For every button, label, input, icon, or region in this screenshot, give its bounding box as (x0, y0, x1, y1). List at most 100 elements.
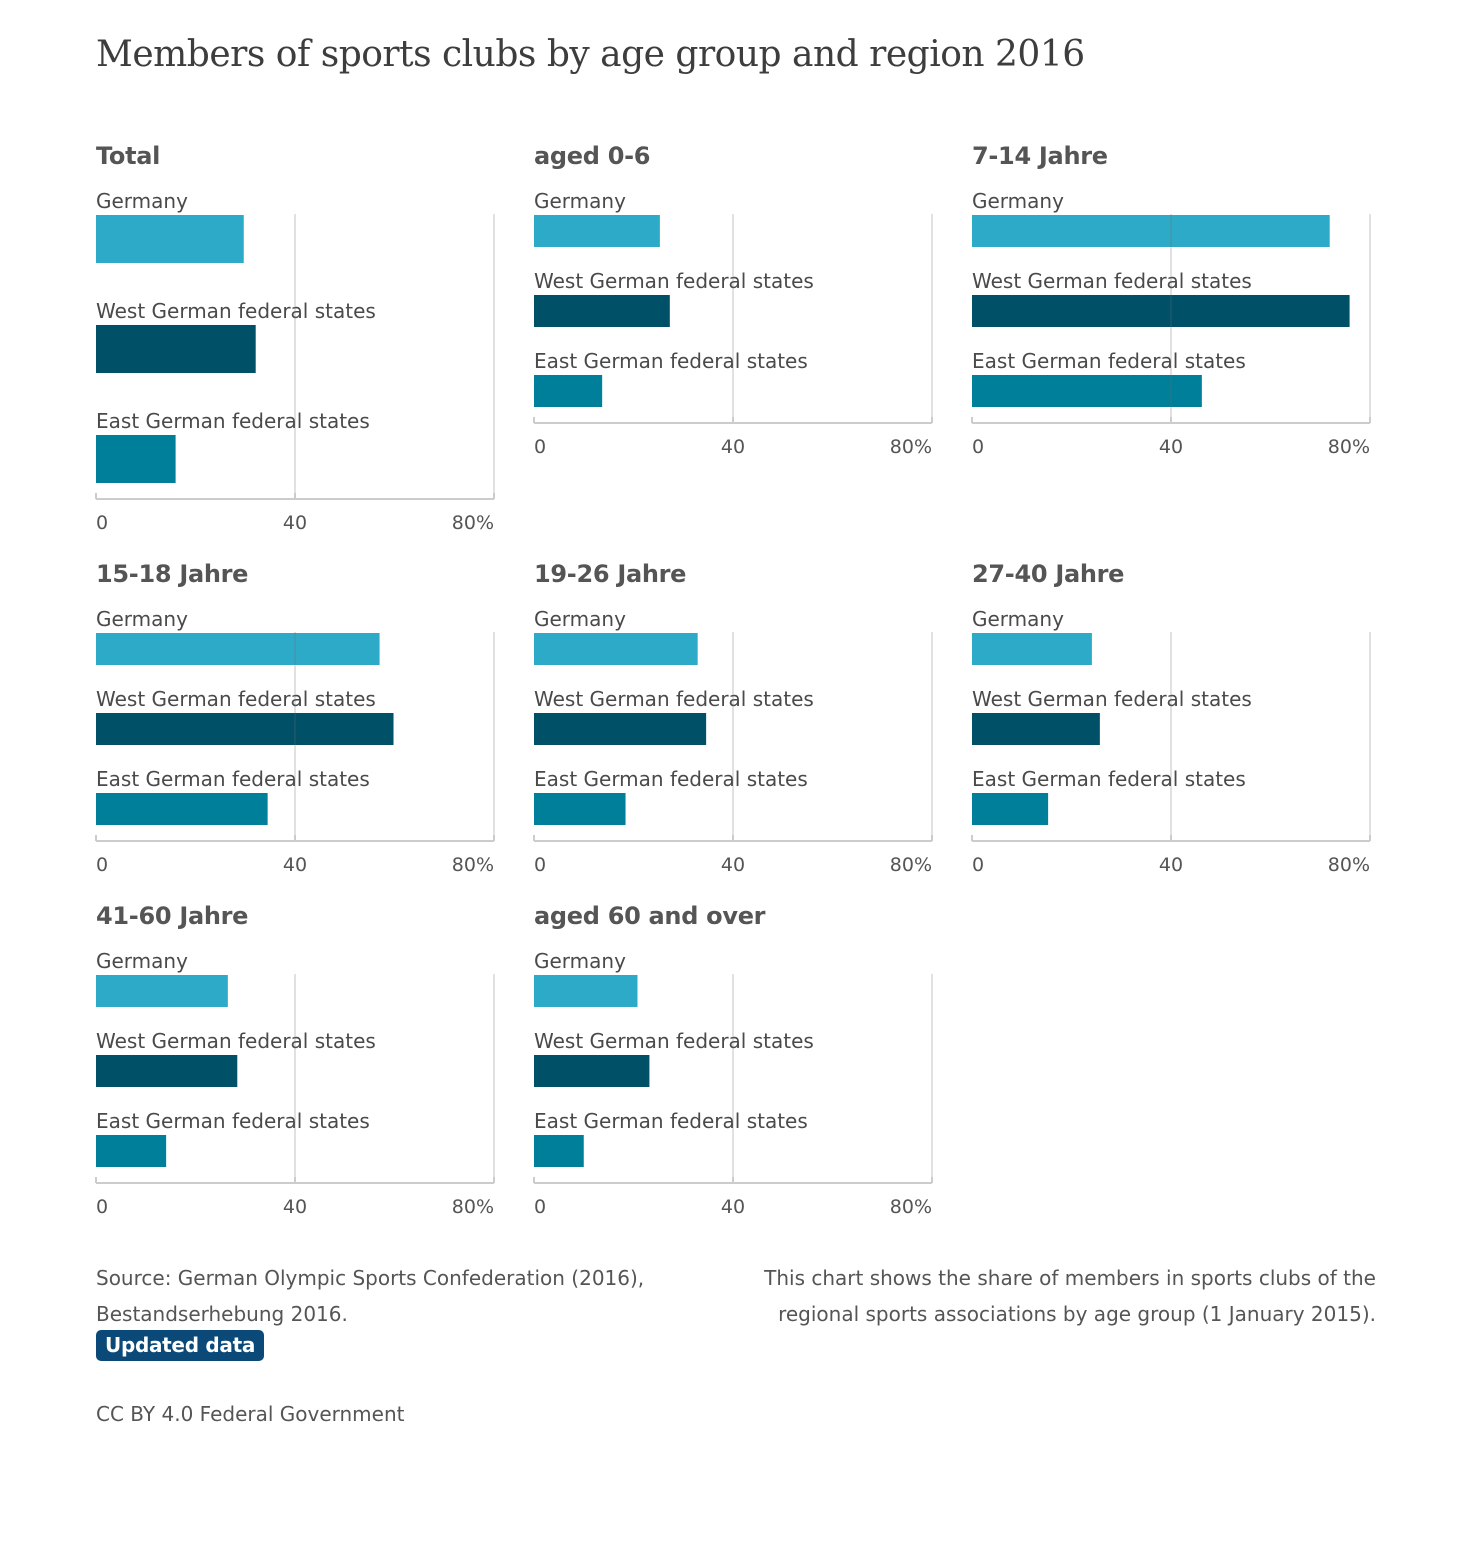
panel-chart: Germany West German federal states East Ge… (971, 607, 1371, 876)
x-tick-label: 80% (890, 1196, 932, 1218)
x-tick-label: 0 (534, 436, 546, 458)
x-tick-label: 40 (283, 854, 307, 876)
panel-title: 7-14 Jahre (972, 142, 1108, 170)
bar-germany (534, 975, 638, 1007)
bar-germany (972, 633, 1092, 665)
panel-title: Total (96, 142, 161, 170)
x-tick-label: 40 (1159, 854, 1183, 876)
bar-label-east-german-federal-states: East German federal states (96, 767, 370, 791)
panel-15-18: 15-18 Jahre Germany West German federal s… (95, 560, 496, 890)
panel-title: 19-26 Jahre (534, 560, 687, 588)
bar-west-german-federal-states (534, 295, 670, 327)
bar-label-east-german-federal-states: East German federal states (534, 349, 808, 373)
bar-label-germany: Germany (96, 607, 188, 631)
panel-chart: Germany West German federal states East Ge… (95, 949, 495, 1218)
source-line: Bestandserhebung 2016. (96, 1302, 348, 1326)
panel-chart: Germany West German federal states East Ge… (971, 189, 1371, 458)
panel-chart: Germany West German federal states East Ge… (95, 607, 495, 876)
panel-60-plus: aged 60 and over Germany West German fede… (533, 902, 934, 1232)
panel-chart: Germany West German federal states East Ge… (533, 949, 933, 1218)
bar-west-german-federal-states (972, 295, 1350, 327)
bar-west-german-federal-states (96, 325, 256, 373)
panel-chart: Germany West German federal states East Ge… (533, 189, 933, 458)
panel-19-26: 19-26 Jahre Germany West German federal s… (533, 560, 934, 890)
x-tick-label: 40 (1159, 436, 1183, 458)
bar-label-east-german-federal-states: East German federal states (96, 409, 370, 433)
panel-chart: Germany West German federal states East Ge… (533, 607, 933, 876)
description-line: regional sports associations by age grou… (778, 1302, 1376, 1326)
bar-label-east-german-federal-states: East German federal states (972, 767, 1246, 791)
x-tick-label: 40 (721, 1196, 745, 1218)
bar-west-german-federal-states (534, 713, 707, 745)
bar-west-german-federal-states (96, 1055, 238, 1087)
bar-label-germany: Germany (972, 607, 1064, 631)
x-tick-label: 0 (972, 436, 984, 458)
bar-germany (96, 633, 380, 665)
panel-27-40: 27-40 Jahre Germany West German federal s… (971, 560, 1372, 890)
panel-chart: Germany West German federal states East Ge… (95, 189, 495, 534)
panel-aged-0-6: aged 0-6 Germany West German federal stat… (533, 142, 934, 472)
chart-description: This chart shows the share of members in… (736, 1260, 1376, 1332)
bar-germany (96, 975, 228, 1007)
x-tick-label: 0 (534, 854, 546, 876)
bar-label-germany: Germany (96, 949, 188, 973)
bar-east-german-federal-states (972, 375, 1202, 407)
bar-germany (96, 215, 244, 263)
bar-label-east-german-federal-states: East German federal states (534, 767, 808, 791)
x-tick-label: 0 (96, 512, 108, 534)
bar-label-east-german-federal-states: East German federal states (972, 349, 1246, 373)
bar-west-german-federal-states (96, 713, 394, 745)
panel-7-14: 7-14 Jahre Germany West German federal st… (971, 142, 1372, 472)
bar-east-german-federal-states (96, 435, 176, 483)
bar-east-german-federal-states (534, 375, 603, 407)
panel-title: aged 60 and over (534, 902, 766, 930)
x-tick-label: 0 (96, 854, 108, 876)
x-tick-label: 80% (452, 512, 494, 534)
bar-label-west-german-federal-states: West German federal states (534, 269, 814, 293)
bar-east-german-federal-states (534, 1135, 584, 1167)
x-tick-label: 80% (452, 1196, 494, 1218)
bar-label-west-german-federal-states: West German federal states (972, 269, 1252, 293)
x-tick-label: 80% (890, 436, 932, 458)
panel-title: aged 0-6 (534, 142, 651, 170)
bar-germany (972, 215, 1330, 247)
bar-west-german-federal-states (972, 713, 1100, 745)
bar-east-german-federal-states (972, 793, 1049, 825)
description-line: This chart shows the share of members in… (764, 1266, 1376, 1290)
x-tick-label: 40 (721, 436, 745, 458)
bar-label-west-german-federal-states: West German federal states (96, 1029, 376, 1053)
x-tick-label: 0 (534, 1196, 546, 1218)
bar-east-german-federal-states (96, 1135, 167, 1167)
panel-title: 41-60 Jahre (96, 902, 249, 930)
x-tick-label: 80% (1328, 436, 1370, 458)
x-tick-label: 40 (283, 512, 307, 534)
panel-total: Total Germany West German federal states E… (95, 142, 496, 534)
source-line: Source: German Olympic Sports Confederat… (96, 1266, 645, 1290)
bar-label-west-german-federal-states: West German federal states (972, 687, 1252, 711)
bar-label-west-german-federal-states: West German federal states (96, 687, 376, 711)
bar-label-west-german-federal-states: West German federal states (96, 299, 376, 323)
panel-title: 15-18 Jahre (96, 560, 249, 588)
bar-label-east-german-federal-states: East German federal states (96, 1109, 370, 1133)
source-note: Source: German Olympic Sports Confederat… (96, 1260, 696, 1332)
bar-label-west-german-federal-states: West German federal states (534, 1029, 814, 1053)
panel-title: 27-40 Jahre (972, 560, 1125, 588)
bar-label-germany: Germany (534, 949, 626, 973)
x-tick-label: 80% (1328, 854, 1370, 876)
bar-east-german-federal-states (534, 793, 626, 825)
bar-label-west-german-federal-states: West German federal states (534, 687, 814, 711)
x-tick-label: 80% (452, 854, 494, 876)
bar-west-german-federal-states (534, 1055, 650, 1087)
bar-label-germany: Germany (534, 189, 626, 213)
x-tick-label: 40 (283, 1196, 307, 1218)
license-note: CC BY 4.0 Federal Government (96, 1402, 405, 1426)
bar-label-germany: Germany (96, 189, 188, 213)
chart-title: Members of sports clubs by age group and… (96, 34, 1085, 75)
bar-label-east-german-federal-states: East German federal states (534, 1109, 808, 1133)
x-tick-label: 0 (96, 1196, 108, 1218)
x-tick-label: 0 (972, 854, 984, 876)
bar-germany (534, 215, 660, 247)
updated-data-badge[interactable]: Updated data (96, 1330, 265, 1361)
bar-germany (534, 633, 698, 665)
bar-label-germany: Germany (972, 189, 1064, 213)
